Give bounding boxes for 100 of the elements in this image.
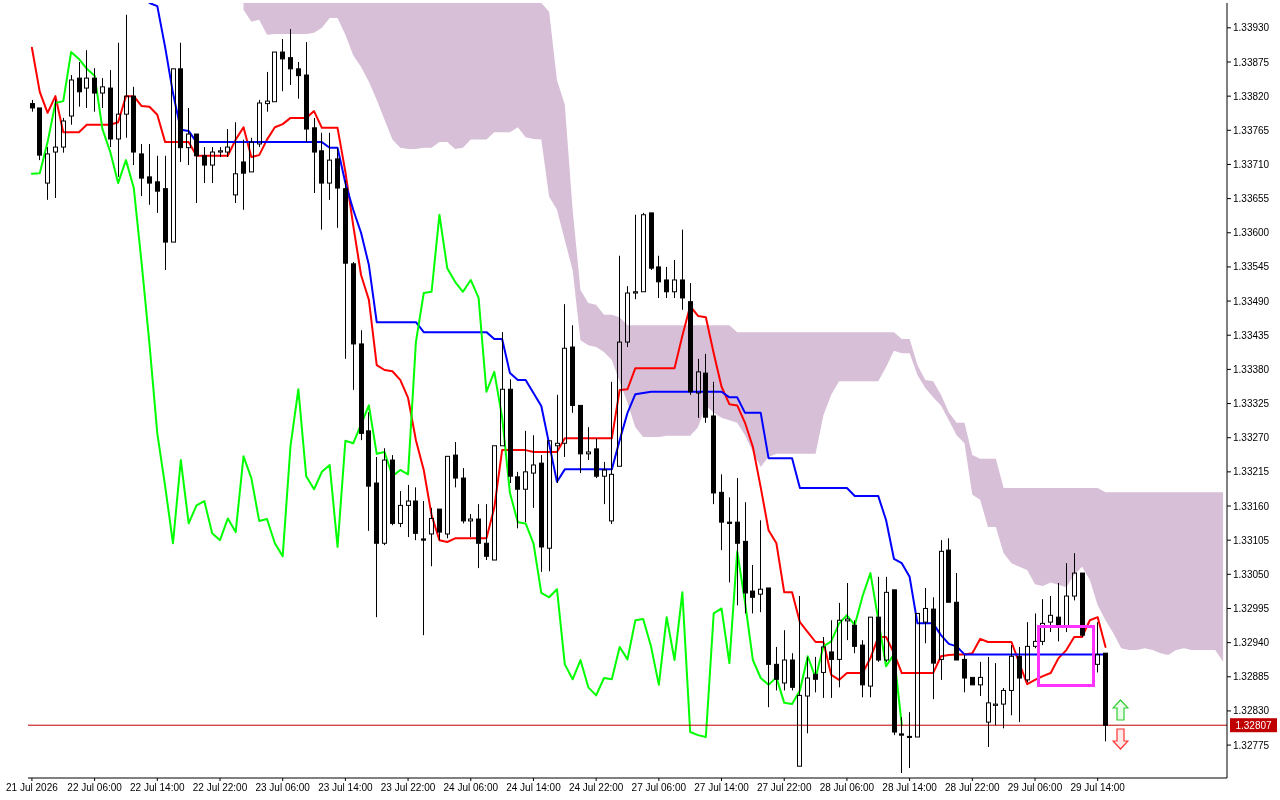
candlestick — [421, 500, 426, 636]
x-tick-label: 22 Jul 22:00 — [192, 782, 248, 793]
candlestick — [845, 582, 850, 641]
y-tick-label: 1.32995 — [1233, 603, 1270, 615]
candlestick — [578, 404, 583, 474]
candlestick — [178, 42, 183, 163]
candlestick — [962, 654, 967, 693]
candlestick — [821, 636, 826, 699]
candlestick — [312, 117, 317, 194]
candlestick — [124, 14, 129, 139]
y-tick-label: 1.33820 — [1233, 90, 1270, 102]
candlestick — [366, 411, 371, 532]
candlestick — [186, 107, 191, 166]
candlestick — [155, 155, 160, 214]
candlestick — [77, 61, 82, 108]
x-tick-label: 28 Jul 14:00 — [882, 782, 938, 793]
candlestick — [163, 155, 168, 271]
x-tick-label: 28 Jul 06:00 — [819, 782, 875, 793]
y-tick-label: 1.32940 — [1233, 637, 1270, 649]
candlestick — [727, 496, 732, 583]
candlestick — [672, 259, 677, 299]
candlestick — [327, 132, 332, 201]
candlestick — [555, 394, 560, 484]
candlestick — [993, 662, 998, 726]
candlestick — [829, 619, 834, 699]
y-tick-label: 1.32885 — [1233, 671, 1270, 683]
candlestick — [743, 501, 748, 614]
candlestick — [837, 602, 842, 688]
x-tick-label: 27 Jul 22:00 — [756, 782, 812, 793]
candlestick — [147, 143, 152, 206]
candlestick — [531, 434, 536, 509]
candlestick — [680, 229, 685, 311]
candlestick — [539, 454, 544, 573]
y-tick-label: 1.33490 — [1233, 295, 1270, 307]
x-tick-label: 27 Jul 14:00 — [694, 782, 750, 793]
line-series — [30, 46, 1107, 686]
candlestick — [1001, 687, 1006, 729]
candlestick — [1017, 646, 1022, 723]
candlestick — [288, 28, 293, 86]
y-tick-label: 1.33325 — [1233, 398, 1270, 410]
candlestick — [946, 537, 951, 603]
candlestick — [766, 587, 771, 708]
y-tick-label: 1.33050 — [1233, 568, 1270, 580]
candlestick — [711, 381, 716, 505]
candlestick — [774, 646, 779, 691]
y-tick-label: 1.32775 — [1233, 739, 1270, 751]
x-tick-label: 21 Jul 2026 — [6, 782, 59, 793]
candlestick — [92, 67, 97, 113]
y-tick-label: 1.33875 — [1233, 56, 1270, 68]
candlestick — [523, 430, 528, 523]
x-tick-label: 23 Jul 14:00 — [318, 782, 374, 793]
candlestick — [931, 596, 936, 700]
candlestick — [116, 42, 121, 178]
candlestick — [586, 426, 591, 461]
y-tick-label: 1.33105 — [1233, 534, 1270, 546]
x-tick-label: 23 Jul 22:00 — [380, 782, 436, 793]
candlestick — [954, 572, 959, 661]
x-tick-label: 27 Jul 06:00 — [631, 782, 687, 793]
y-tick-label: 1.33600 — [1233, 227, 1270, 239]
candlestick — [813, 656, 818, 693]
candlestick — [335, 147, 340, 229]
candlestick — [265, 71, 270, 113]
candlestick — [304, 41, 309, 143]
candlestick — [696, 358, 701, 419]
x-tick-label: 23 Jul 06:00 — [255, 782, 311, 793]
candlestick — [656, 255, 661, 299]
x-tick-label: 24 Jul 22:00 — [568, 782, 624, 793]
y-tick-label: 1.33215 — [1233, 466, 1270, 478]
candlestick — [319, 132, 324, 231]
candlestick — [986, 656, 991, 748]
y-tick-label: 1.33710 — [1233, 159, 1270, 171]
y-tick-label: 1.33435 — [1233, 329, 1270, 341]
candlestick — [406, 484, 411, 538]
y-tick-label: 1.33380 — [1233, 363, 1270, 375]
candlestick — [570, 324, 575, 414]
candlestick — [562, 303, 567, 458]
x-tick-label: 29 Jul 14:00 — [1070, 782, 1126, 793]
y-tick-label: 1.33270 — [1233, 432, 1270, 444]
x-tick-label: 22 Jul 06:00 — [67, 782, 123, 793]
y-tick-label: 1.33930 — [1233, 22, 1270, 34]
y-tick-label: 1.33545 — [1233, 261, 1270, 273]
candlestick — [547, 440, 552, 572]
candlestick — [500, 331, 505, 447]
candlestick — [750, 564, 755, 614]
candlestick — [492, 445, 497, 561]
candlestick — [171, 68, 176, 243]
candlestick — [907, 711, 912, 769]
candlestick — [241, 139, 246, 211]
candlestick — [899, 716, 904, 774]
candlestick — [688, 282, 693, 396]
y-tick-label: 1.33765 — [1233, 124, 1270, 136]
ref-line-label: 1.32807 — [1235, 720, 1273, 732]
x-tick-label: 29 Jul 06:00 — [1007, 782, 1063, 793]
candlestick — [139, 143, 144, 197]
candlestick — [970, 676, 975, 686]
candlestick — [476, 503, 481, 569]
candlestick — [194, 133, 199, 204]
x-tick-label: 28 Jul 22:00 — [945, 782, 1000, 793]
x-tick-label: 22 Jul 14:00 — [130, 782, 185, 793]
candlestick — [915, 612, 920, 738]
